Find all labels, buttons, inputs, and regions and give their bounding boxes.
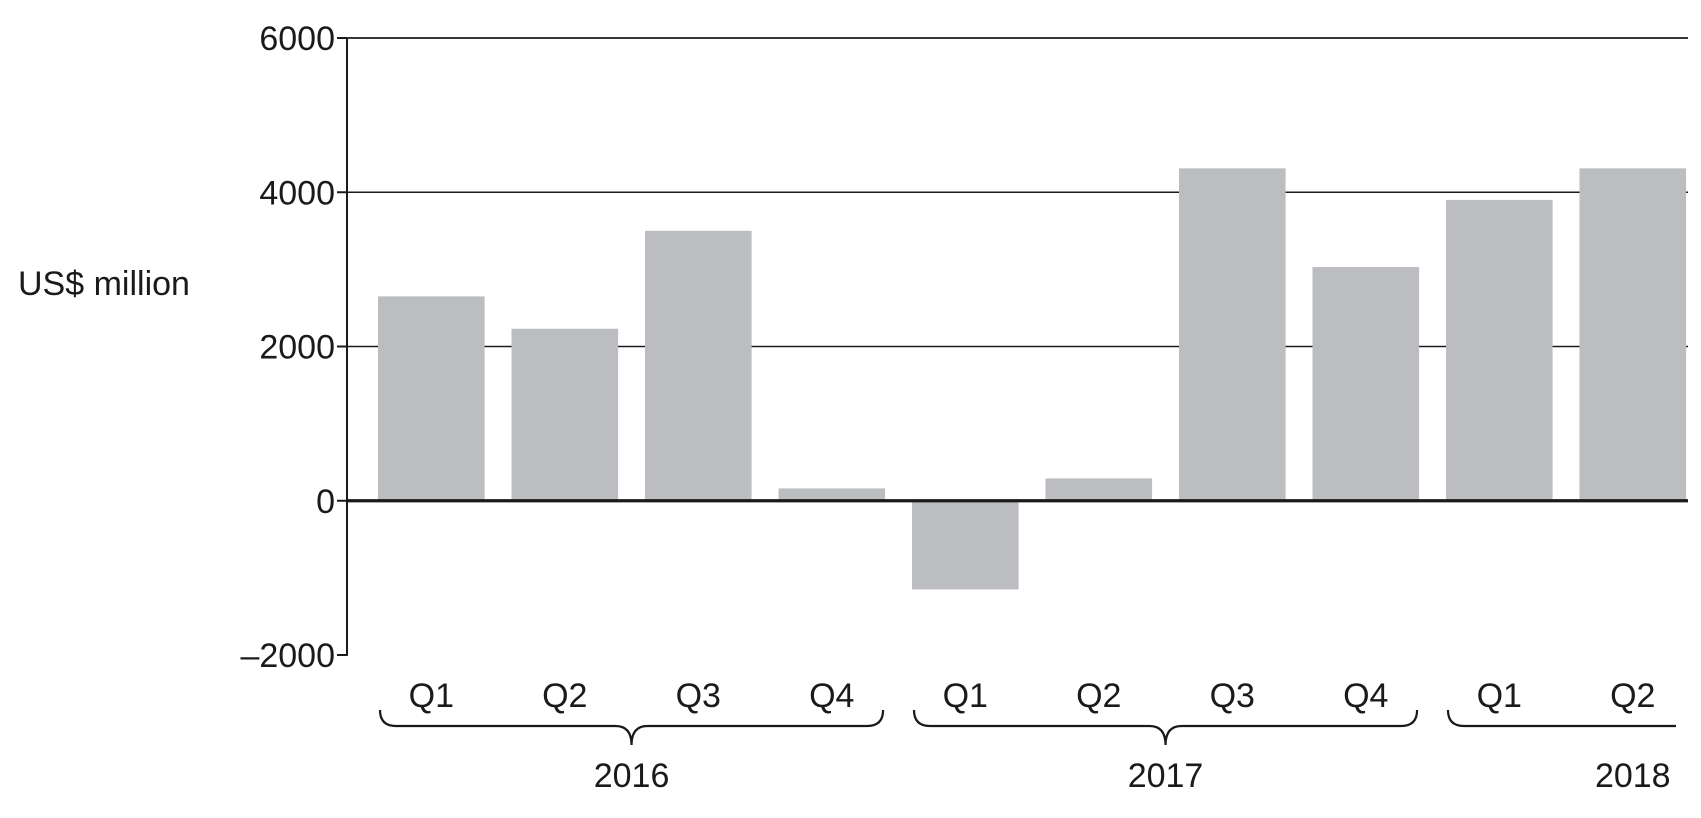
year-label: 2018 — [1595, 757, 1671, 795]
bar — [778, 488, 886, 501]
year-brace — [912, 709, 1419, 746]
bar — [1445, 199, 1553, 501]
x-category-label: Q4 — [1343, 677, 1388, 715]
x-category-label: Q1 — [943, 677, 988, 715]
year-label: 2017 — [1128, 757, 1204, 795]
bars — [378, 168, 1687, 590]
y-tick-label: 4000 — [259, 174, 335, 212]
bar — [1178, 168, 1286, 501]
x-category-label: Q4 — [809, 677, 854, 715]
y-axis-label: US$ million — [18, 265, 190, 303]
bar — [378, 296, 485, 501]
x-category-label: Q1 — [1477, 677, 1522, 715]
bar — [644, 230, 752, 501]
x-category-label: Q2 — [1610, 677, 1655, 715]
y-tick-label: 0 — [316, 483, 335, 521]
year-groups: 2016 2017 2018 — [378, 709, 1676, 795]
x-category-label: Q2 — [1076, 677, 1121, 715]
x-category-label: Q1 — [409, 677, 454, 715]
year-brace — [378, 709, 885, 746]
x-category-label: Q3 — [1210, 677, 1255, 715]
y-tick-label: –2000 — [240, 637, 335, 675]
x-category-label: Q2 — [542, 677, 587, 715]
x-category-labels: Q1 Q2 Q3 Q4 Q1 Q2 Q3 Q4 Q1 Q2 — [409, 677, 1656, 715]
bar — [1045, 478, 1153, 501]
year-label: 2016 — [594, 757, 670, 795]
bar — [511, 328, 619, 501]
y-tick-label: 6000 — [259, 20, 335, 58]
x-category-label: Q3 — [676, 677, 721, 715]
bar — [1579, 168, 1687, 501]
bar — [911, 500, 1019, 590]
y-tick-label: 2000 — [259, 329, 335, 367]
year-brace — [1446, 709, 1676, 728]
bar — [1312, 267, 1420, 501]
y-tick-labels: 6000 4000 2000 0 –2000 — [240, 20, 347, 675]
